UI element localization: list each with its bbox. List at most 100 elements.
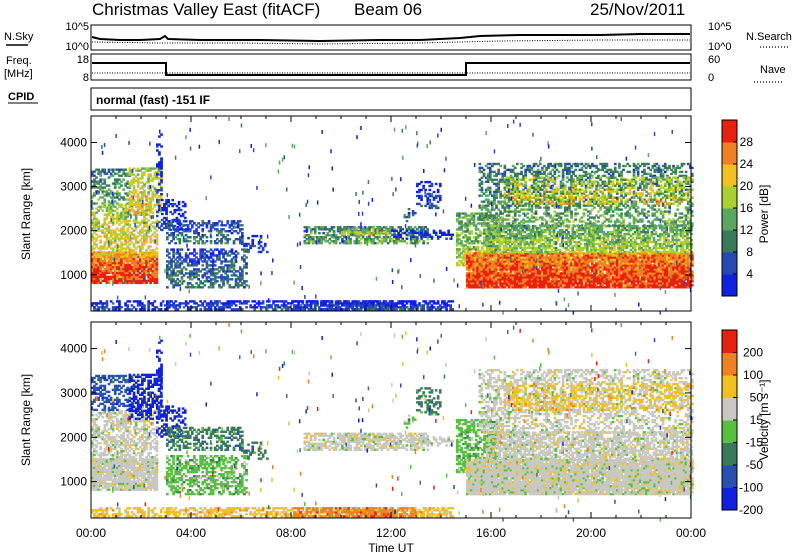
noise-left-tick-bottom: 10^0 — [65, 41, 89, 53]
power-cell — [426, 228, 429, 230]
power-cell — [406, 234, 409, 236]
power-cell — [460, 240, 463, 242]
power-cell — [431, 236, 434, 238]
power-cell — [231, 278, 234, 280]
power-cell — [437, 189, 440, 191]
power-cell — [256, 235, 259, 237]
power-cell — [172, 248, 175, 250]
nsearch-label: N.Search — [746, 31, 792, 43]
power-cell — [158, 205, 161, 207]
power-cell — [197, 274, 200, 276]
power-cell — [226, 234, 229, 236]
power-cell — [97, 220, 100, 222]
power-cell — [429, 199, 432, 201]
noise-panel: N.Sky 10^5 10^0 10^5 10^0 N.Search — [4, 21, 792, 53]
power-cell — [356, 227, 359, 229]
power-cell — [429, 189, 432, 191]
power-cell — [245, 284, 248, 286]
power-cell — [161, 213, 164, 215]
power-cell — [118, 192, 121, 194]
power-cell — [201, 264, 204, 266]
power-cell — [435, 232, 438, 234]
power-cell — [439, 195, 442, 197]
plot-title: Christmas Valley East (fitACF) — [92, 0, 320, 19]
power-cell — [112, 214, 115, 216]
power-cell — [408, 208, 411, 210]
power-cell — [108, 225, 111, 227]
power-cell — [129, 255, 132, 257]
power-cell — [245, 280, 248, 282]
power-cell — [184, 211, 187, 213]
power-cell — [347, 227, 350, 229]
power-cell — [206, 236, 209, 238]
power-cell — [181, 248, 184, 250]
power-cell — [129, 223, 132, 225]
power-cell — [431, 183, 434, 185]
power-cell — [160, 171, 163, 173]
power-cell — [122, 178, 125, 180]
power-cell — [368, 227, 371, 229]
power-cell — [229, 238, 232, 240]
power-cell — [406, 242, 409, 244]
power-cell — [185, 220, 188, 222]
power-cell — [401, 238, 404, 240]
power-cell — [95, 176, 98, 178]
power-cell — [458, 248, 461, 250]
power-cell — [95, 202, 98, 204]
power-cell — [333, 226, 336, 228]
power-cell — [254, 245, 257, 247]
power-cell — [154, 205, 157, 207]
power-cell — [201, 228, 204, 230]
power-cell — [149, 173, 152, 175]
power-cell — [406, 220, 409, 222]
power-cell — [208, 220, 211, 222]
power-cell — [433, 191, 436, 193]
power-cell — [420, 181, 423, 183]
nave-label: Nave — [760, 64, 786, 76]
power-cell — [422, 185, 425, 187]
power-cell — [147, 220, 150, 222]
power-cell — [360, 242, 363, 244]
power-cell — [120, 204, 123, 206]
power-cell — [160, 187, 163, 189]
power-cell — [116, 202, 119, 204]
power-cell — [406, 238, 409, 240]
power-cell — [204, 284, 207, 286]
power-cell — [167, 199, 170, 201]
beam-label: Beam 06 — [354, 0, 422, 19]
power-cell — [99, 239, 102, 241]
power-cell — [171, 199, 174, 201]
power-cell — [179, 220, 182, 222]
power-cell — [193, 248, 196, 250]
power-cell — [165, 217, 168, 219]
power-cell — [422, 240, 425, 242]
power-cell — [333, 230, 336, 232]
power-cell — [189, 236, 192, 238]
power-cell — [408, 212, 411, 214]
power-cell — [218, 220, 221, 222]
noise-right-tick-bottom: 10^0 — [708, 41, 732, 53]
power-cell — [239, 220, 242, 222]
freq-label: Freq. — [6, 55, 32, 67]
power-cell — [161, 199, 164, 201]
power-cell — [195, 252, 198, 254]
power-cell — [156, 220, 159, 222]
power-cell — [129, 220, 132, 222]
date-label: 25/Nov/2011 — [590, 0, 685, 19]
power-cell — [151, 211, 154, 213]
power-cell — [445, 238, 448, 240]
power-cell — [166, 248, 169, 250]
power-cell — [99, 235, 102, 237]
power-cell — [156, 229, 159, 231]
cpid-text: normal (fast) -151 IF — [96, 93, 210, 107]
power-cell — [174, 242, 177, 244]
power-cell — [349, 238, 352, 240]
noise-left-tick-top: 10^5 — [65, 21, 89, 33]
power-cell — [351, 227, 354, 229]
power-cell — [158, 151, 161, 153]
power-cell — [451, 234, 454, 236]
power-cell — [245, 272, 248, 274]
power-cell — [241, 235, 244, 237]
freq-left-tick-top: 18 — [77, 54, 89, 66]
power-cell — [110, 190, 113, 192]
